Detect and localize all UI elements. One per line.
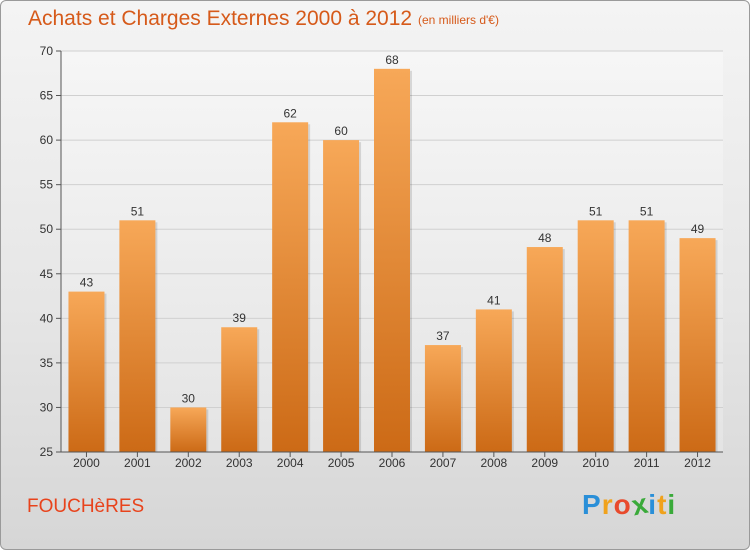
logo-letter: i (667, 489, 677, 520)
bar (272, 122, 309, 453)
chart-subtitle: (en milliers d'€) (418, 13, 499, 27)
data-label: 49 (691, 222, 705, 236)
x-tick-label: 2006 (379, 456, 406, 470)
bar (526, 247, 563, 452)
x-tick-label: 2008 (480, 456, 507, 470)
x-tick-label: 2010 (582, 456, 609, 470)
x-tick-label: 2000 (73, 456, 100, 470)
data-label: 43 (80, 276, 94, 290)
x-tick-label: 2009 (531, 456, 558, 470)
data-label: 30 (182, 391, 196, 405)
y-tick-label: 25 (40, 445, 54, 459)
x-tick-label: 2004 (277, 456, 304, 470)
bar (475, 309, 512, 452)
x-tick-label: 2002 (175, 456, 202, 470)
logo-letter: i (648, 489, 658, 520)
bar (221, 327, 258, 452)
x-tick-label: 2007 (430, 456, 457, 470)
bar (679, 238, 716, 452)
y-tick-label: 55 (40, 178, 54, 192)
bar (424, 345, 461, 452)
x-tick-label: 2005 (328, 456, 355, 470)
data-label: 37 (436, 329, 450, 343)
data-label: 51 (640, 204, 654, 218)
y-tick-label: 45 (40, 267, 54, 281)
y-tick-label: 65 (40, 89, 54, 103)
y-tick-label: 50 (40, 222, 54, 236)
data-label: 68 (385, 53, 399, 67)
x-axis-ticks: 2000 2001 2002 2003 2004 2005 2006 2007 2008 2009… (73, 452, 711, 470)
commune-name: FOUCHèRES (27, 496, 145, 517)
data-label: 48 (538, 231, 552, 245)
bar (68, 291, 105, 452)
x-tick-label: 2001 (124, 456, 151, 470)
x-tick-label: 2011 (634, 456, 660, 470)
x-tick-label: 2012 (684, 456, 711, 470)
y-tick-label: 35 (40, 356, 54, 370)
bar (323, 140, 360, 452)
y-axis-ticks: 25 30 35 40 45 50 55 60 65 70 (40, 44, 61, 459)
data-label: 60 (334, 124, 348, 138)
data-label: 41 (487, 293, 501, 307)
bar (170, 407, 207, 452)
data-label: 51 (589, 204, 603, 218)
logo-letter: t (657, 489, 668, 520)
data-label: 51 (131, 204, 145, 218)
logo-letter: P (582, 489, 602, 520)
bars (68, 68, 718, 453)
x-tick-label: 2003 (226, 456, 253, 470)
chart-title: Achats et Charges Externes 2000 à 2012 (28, 7, 413, 30)
logo-letter: o (613, 489, 632, 520)
y-tick-label: 30 (40, 400, 54, 414)
data-label: 39 (233, 311, 247, 325)
proxiti-logo: Proxiti (582, 488, 677, 522)
y-tick-label: 60 (40, 133, 54, 147)
bar (577, 220, 614, 452)
logo-letter: r (601, 489, 614, 520)
bar (374, 68, 410, 453)
y-tick-label: 40 (40, 311, 54, 325)
data-labels: 43 51 30 39 62 60 68 37 41 48 51 51 49 (80, 53, 705, 406)
y-tick-label: 70 (40, 44, 54, 58)
data-label: 62 (283, 106, 297, 120)
bar (628, 220, 665, 452)
bar (119, 220, 156, 452)
